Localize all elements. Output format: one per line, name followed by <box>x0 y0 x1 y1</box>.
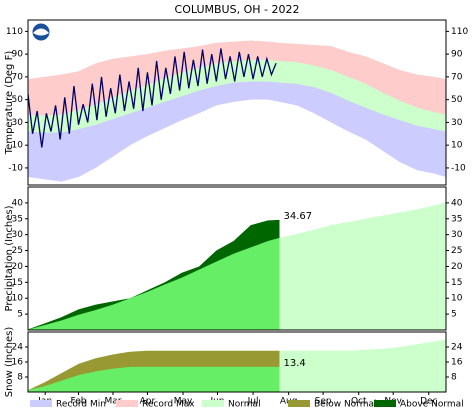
y-tick-label: 10 <box>451 141 463 151</box>
legend-swatch <box>116 400 138 407</box>
area <box>28 366 280 392</box>
legend-swatch <box>288 400 310 407</box>
y-tick-label: 50 <box>451 95 463 105</box>
y-tick-label: 90 <box>12 50 24 60</box>
legend-swatch <box>202 400 224 407</box>
chart-title: COLUMBUS, OH - 2022 <box>175 3 300 16</box>
y-tick-label: 24 <box>451 343 463 353</box>
y-tick-label: 5 <box>451 310 457 320</box>
area <box>28 237 280 330</box>
y-tick-label: 30 <box>451 118 463 128</box>
y-tick-label: 70 <box>12 72 24 82</box>
y-tick-label: 50 <box>12 95 24 105</box>
y-tick-label: 20 <box>12 262 24 272</box>
y-tick-label: 35 <box>451 214 462 224</box>
legend-label: Above Normal <box>400 400 464 410</box>
y-tick-label: 110 <box>6 27 23 37</box>
panel-frame <box>27 19 447 186</box>
y-tick-label: 15 <box>12 278 23 288</box>
y-axis-label: Precipitation (Inches) <box>4 205 15 311</box>
y-tick-label: 24 <box>12 343 24 353</box>
x-tick-label: Jul <box>247 397 259 407</box>
y-tick-label: 8 <box>17 373 23 383</box>
x-tick-label: Sep <box>315 397 332 407</box>
y-tick-label: 8 <box>451 373 457 383</box>
y-axis-label: Snow (Inches) <box>4 327 15 398</box>
legend-label: Below Normal <box>314 400 377 410</box>
y-tick-label: 40 <box>12 198 24 208</box>
value-label: 13.4 <box>283 358 305 369</box>
y-tick-label: 25 <box>12 246 23 256</box>
y-tick-label: 40 <box>451 198 463 208</box>
y-tick-label: 10 <box>12 141 24 151</box>
y-tick-label: 15 <box>451 278 462 288</box>
x-tick-label: Oct <box>351 397 367 407</box>
x-tick-label: Apr <box>140 397 156 407</box>
y-tick-label: 35 <box>12 214 23 224</box>
area <box>28 99 446 185</box>
y-tick-label: 110 <box>451 27 468 37</box>
y-tick-label: 5 <box>17 310 23 320</box>
y-tick-label: -10 <box>451 163 466 173</box>
legend-label: Normal <box>228 400 261 410</box>
plot-area <box>28 339 446 392</box>
y-tick-label: 30 <box>451 230 463 240</box>
y-tick-label: 16 <box>451 358 463 368</box>
x-tick-label: May <box>174 397 193 407</box>
y-tick-label: 90 <box>451 50 463 60</box>
observed-line <box>28 48 277 148</box>
y-tick-label: 10 <box>12 294 24 304</box>
panel-frame <box>27 186 447 331</box>
plot-area <box>28 40 446 185</box>
legend-swatch <box>30 400 52 407</box>
logo <box>31 22 51 42</box>
y-tick-label: 20 <box>451 262 463 272</box>
legend-label: Record Max <box>142 400 195 410</box>
plot-area <box>28 202 446 330</box>
y-tick-label: 30 <box>12 118 24 128</box>
y-axis-label: Temperature (Deg F) <box>4 51 15 156</box>
y-tick-label: 70 <box>451 72 463 82</box>
y-tick-label: 16 <box>12 358 24 368</box>
x-tick-label: Dec <box>420 397 437 407</box>
y-tick-label: 25 <box>451 246 462 256</box>
legend-label: Record Min <box>56 400 106 410</box>
x-tick-label: Mar <box>104 397 121 407</box>
legend-swatch <box>374 400 396 407</box>
value-label: 34.67 <box>283 211 312 222</box>
y-tick-label: 10 <box>451 294 463 304</box>
x-tick-label: Feb <box>71 397 87 407</box>
y-tick-label: -10 <box>8 163 23 173</box>
y-tick-label: 30 <box>12 230 24 240</box>
